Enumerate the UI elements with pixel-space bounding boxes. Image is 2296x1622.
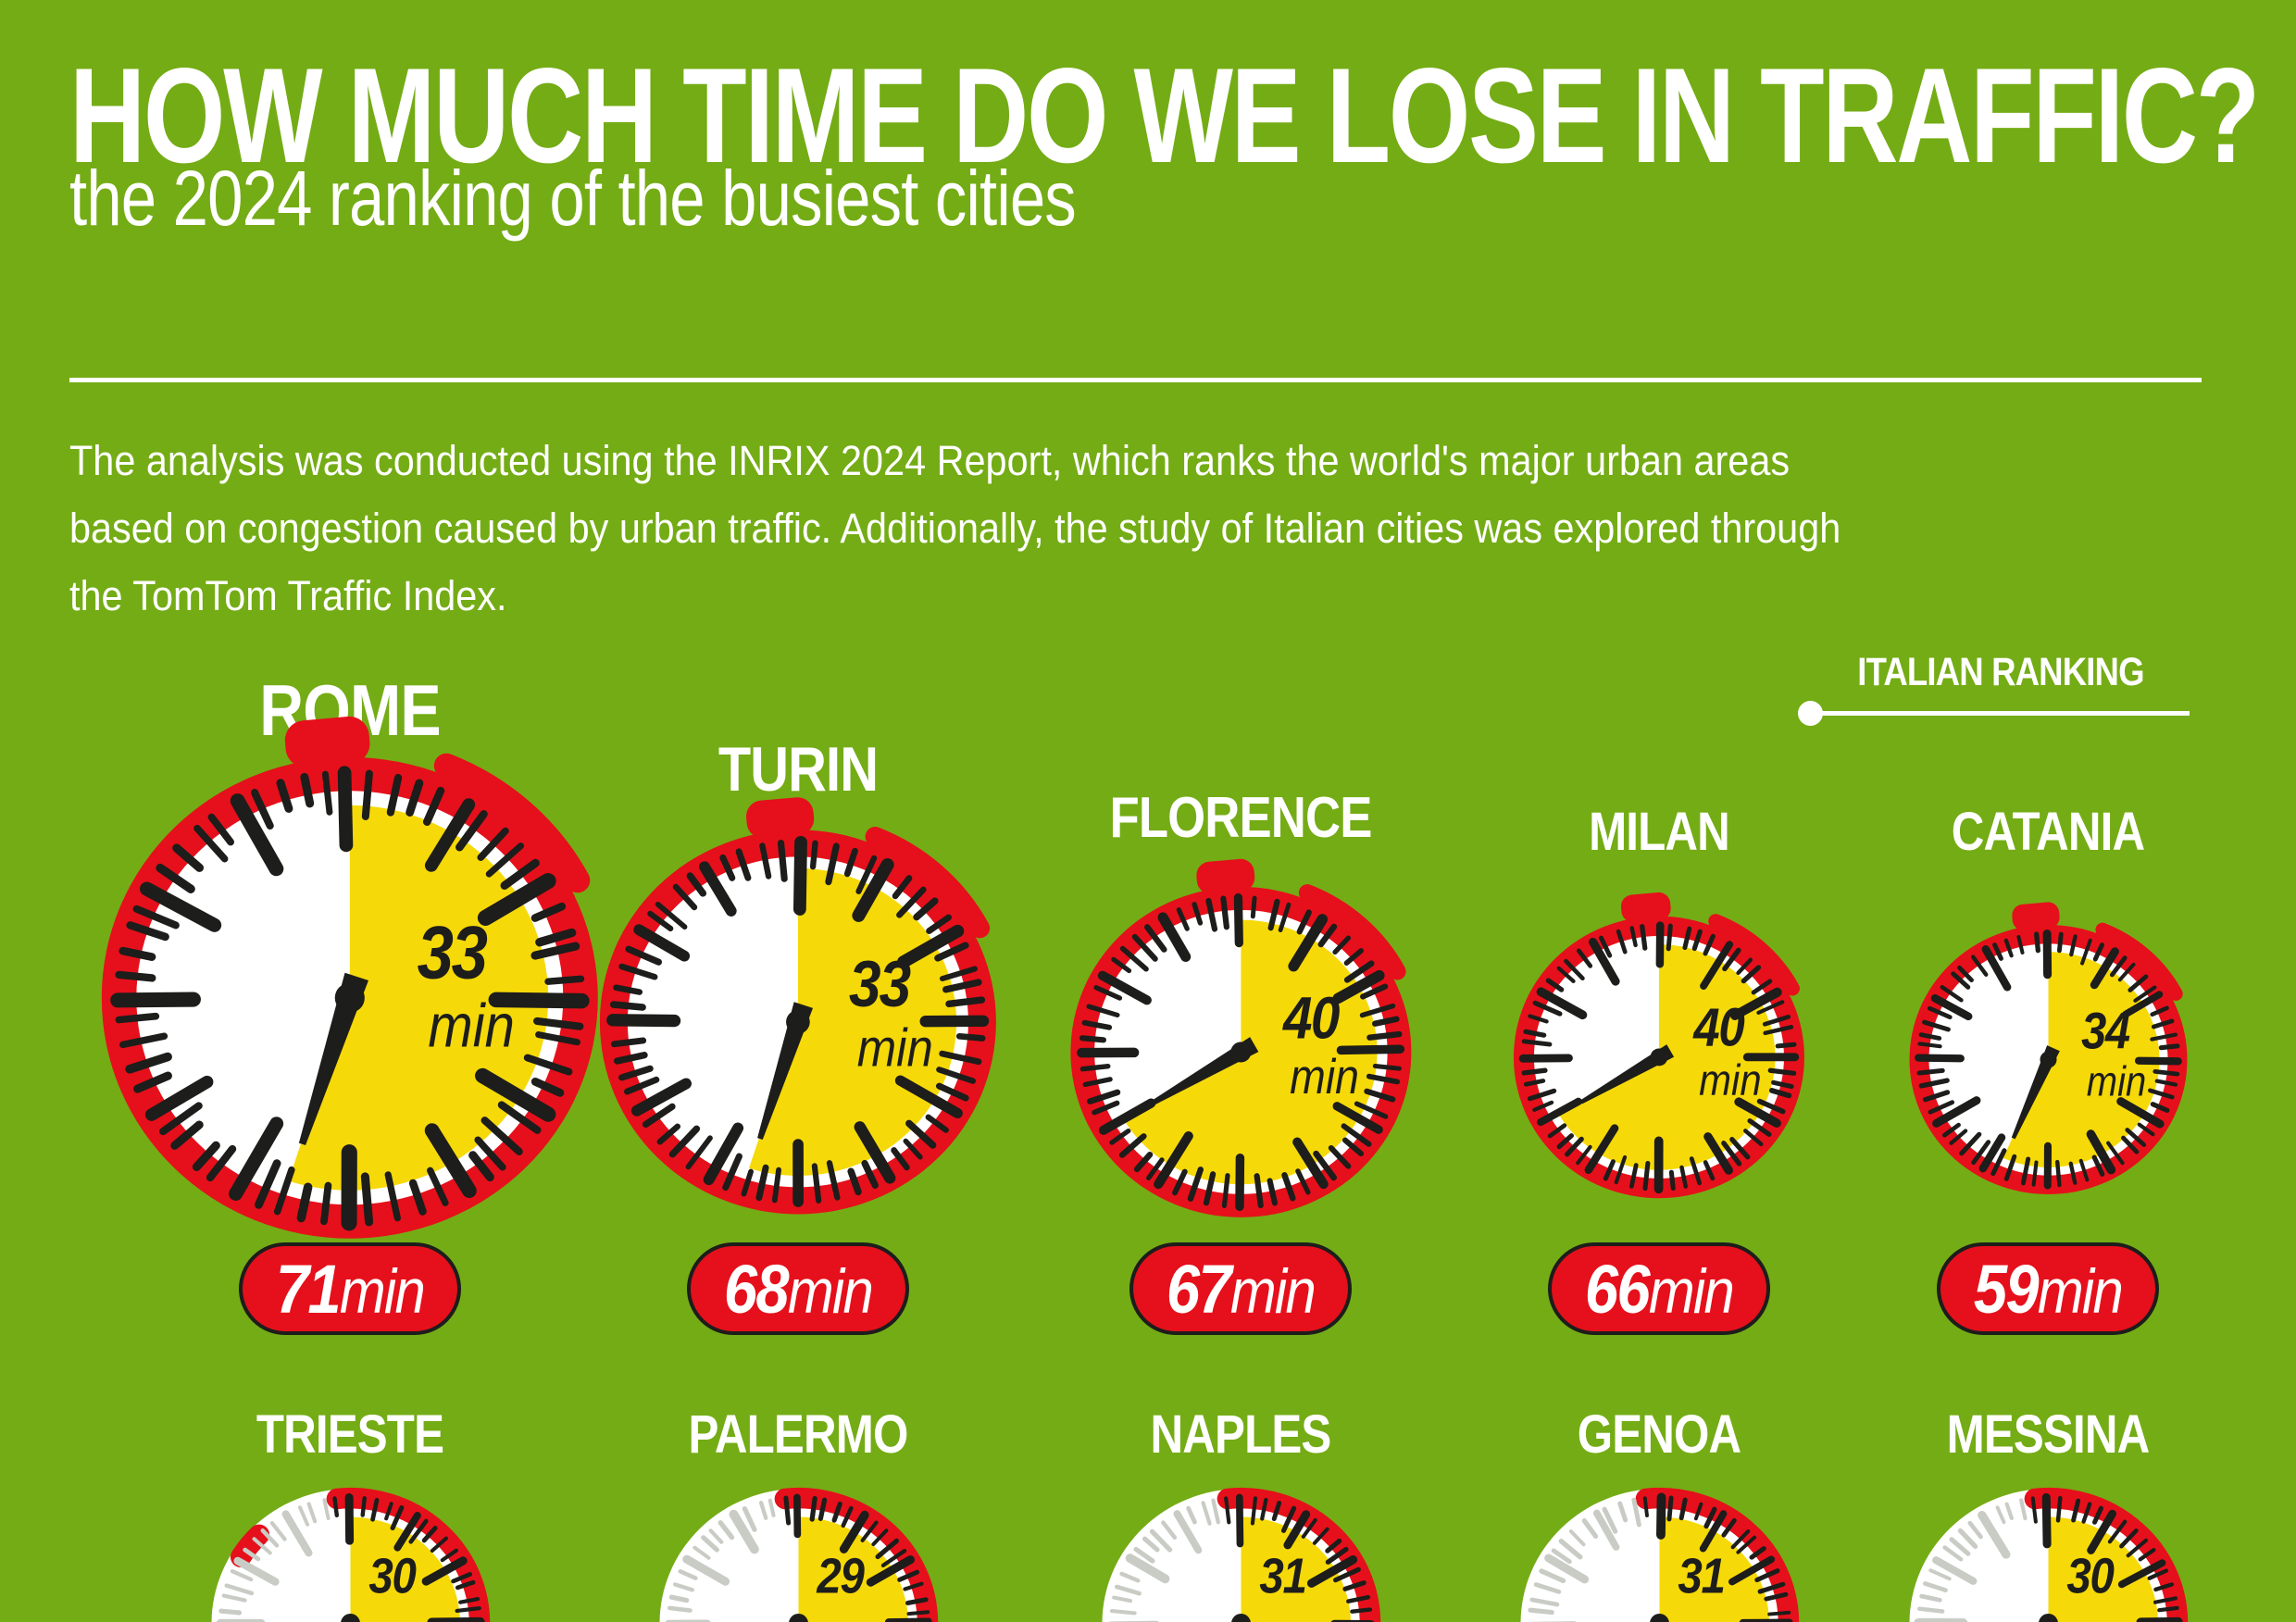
city-label-naples: NAPLES: [1150, 1404, 1332, 1466]
intro-line-1: The analysis was conducted using the INR…: [69, 437, 1791, 484]
svg-text:30: 30: [2066, 1547, 2114, 1603]
svg-text:min: min: [857, 1018, 933, 1079]
badge-minutes-value: 71: [275, 1250, 342, 1328]
section-label-italian-ranking: ITALIAN RANKING: [1857, 650, 2144, 694]
badge-florence: 67 min: [1129, 1242, 1352, 1335]
intro-line-2: based on congestion caused by urban traf…: [69, 504, 1841, 552]
city-label-messina: MESSINA: [1946, 1404, 2151, 1466]
city-label-milan: MILAN: [1589, 802, 1730, 863]
city-label-trieste: TRIESTE: [256, 1404, 444, 1466]
badge-minutes-unit: min: [339, 1255, 426, 1327]
badge-minutes-unit: min: [787, 1255, 874, 1327]
svg-text:min: min: [1290, 1049, 1359, 1104]
svg-text:29: 29: [816, 1547, 865, 1603]
page-subtitle: the 2024 ranking of the busiest cities: [69, 155, 1077, 242]
svg-text:33: 33: [418, 911, 488, 994]
svg-text:40: 40: [1692, 996, 1744, 1057]
svg-text:31: 31: [1259, 1547, 1305, 1603]
stopwatch-naples: 31: [1054, 1436, 1429, 1622]
page-title: HOW MUCH TIME DO WE LOSE IN TRAFFIC?: [69, 40, 2260, 191]
section-underline: [1812, 711, 2190, 716]
stopwatch-palermo: 29: [611, 1436, 986, 1622]
intro-line-3: the TomTom Traffic Index.: [69, 571, 507, 619]
badge-milan: 66 min: [1548, 1242, 1770, 1335]
city-label-florence: FLORENCE: [1109, 785, 1372, 850]
city-label-turin: TURIN: [718, 733, 879, 805]
city-label-genoa: GENOA: [1577, 1404, 1741, 1466]
badge-rome: 71 min: [239, 1242, 461, 1335]
svg-text:min: min: [429, 992, 515, 1060]
header-divider: [69, 378, 2202, 382]
badge-minutes-unit: min: [1229, 1255, 1316, 1327]
badge-minutes-value: 66: [1584, 1250, 1651, 1328]
badge-catania: 59 min: [1937, 1242, 2159, 1335]
intro-paragraph: The analysis was conducted using the INR…: [69, 428, 1995, 630]
badge-minutes-unit: min: [2037, 1255, 2124, 1327]
svg-text:40: 40: [1282, 984, 1341, 1051]
svg-text:33: 33: [849, 948, 911, 1021]
stopwatch-milan: 40 min: [1463, 861, 1855, 1254]
stopwatch-turin: 33 min: [530, 755, 1066, 1290]
stopwatch-catania: 34 min: [1861, 872, 2236, 1247]
stopwatch-florence: 40 min: [1011, 822, 1471, 1282]
badge-minutes-unit: min: [1648, 1255, 1735, 1327]
stopwatch-messina: 30: [1861, 1436, 2236, 1622]
city-label-palermo: PALERMO: [688, 1404, 909, 1466]
svg-text:34: 34: [2081, 1003, 2130, 1060]
svg-text:31: 31: [1678, 1547, 1724, 1603]
svg-text:30: 30: [368, 1547, 416, 1603]
section-underline-dot-icon: [1798, 701, 1823, 726]
stopwatch-genoa: 31: [1472, 1436, 1847, 1622]
stopwatch-rome: 33 min: [15, 663, 685, 1333]
badge-minutes-value: 68: [723, 1250, 790, 1328]
badge-minutes-value: 67: [1166, 1250, 1232, 1328]
badge-minutes-value: 59: [1973, 1250, 2040, 1328]
city-label-catania: CATANIA: [1951, 802, 2145, 863]
svg-text:min: min: [1699, 1054, 1762, 1104]
stopwatch-trieste: 30: [163, 1436, 538, 1622]
badge-turin: 68 min: [687, 1242, 909, 1335]
svg-text:min: min: [2086, 1058, 2146, 1105]
